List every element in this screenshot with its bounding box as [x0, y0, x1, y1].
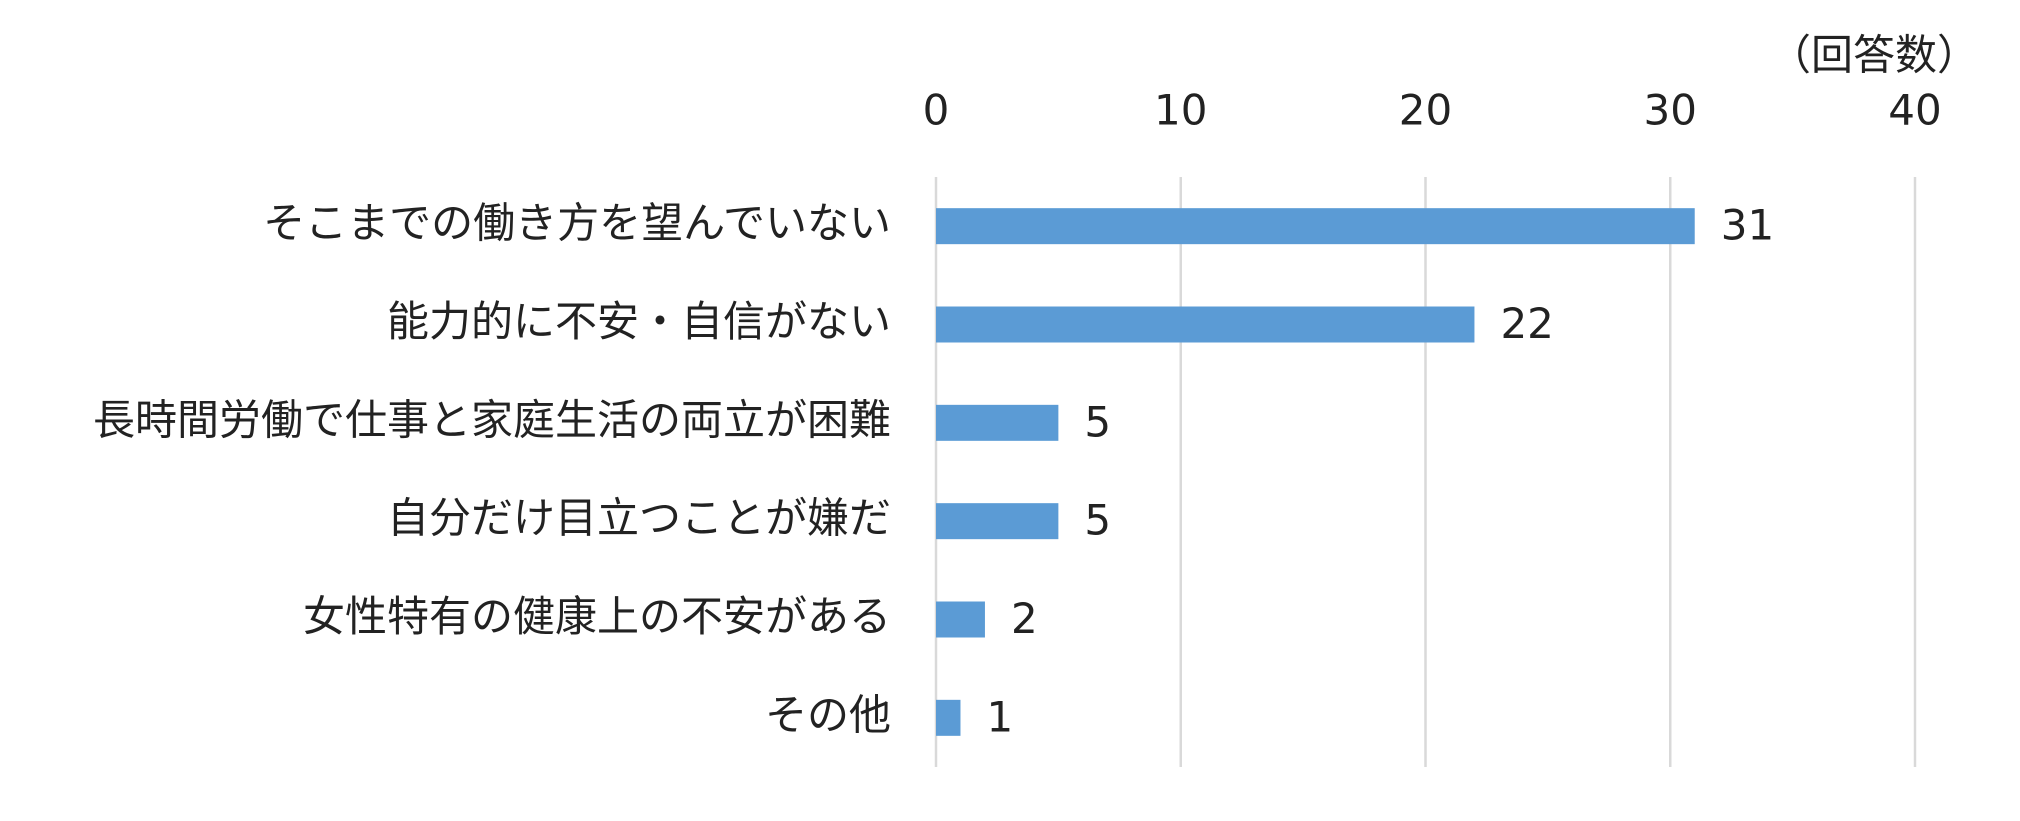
- x-tick-label: 30: [1644, 86, 1697, 135]
- bar: [936, 404, 1059, 441]
- x-tick-label: 20: [1399, 86, 1452, 135]
- bar: [936, 306, 1475, 343]
- value-label: 5: [1084, 397, 1111, 446]
- bar: [936, 601, 985, 638]
- value-label: 22: [1500, 299, 1553, 348]
- bar: [936, 699, 961, 736]
- value-label: 31: [1721, 201, 1774, 250]
- y-tick-label: その他: [765, 690, 891, 739]
- x-tick-label: 10: [1154, 86, 1207, 135]
- y-tick-label: 女性特有の健康上の不安がある: [303, 592, 891, 641]
- y-tick-label: 長時間労働で仕事と家庭生活の両立が困難: [93, 395, 891, 444]
- value-label: 5: [1084, 496, 1111, 545]
- y-tick-label: 自分だけ目立つことが嫌だ: [387, 494, 891, 543]
- x-axis-label: （回答数）: [1769, 31, 1979, 80]
- y-tick-label: 能力的に不安・自信がない: [387, 297, 891, 346]
- value-label: 2: [1011, 594, 1038, 643]
- x-tick-label: 40: [1888, 86, 1941, 135]
- y-tick-label: そこまでの働き方を望んでいない: [263, 199, 891, 248]
- bar: [936, 208, 1695, 245]
- bar: [936, 503, 1059, 540]
- x-tick-label: 0: [923, 86, 950, 135]
- value-label: 1: [986, 692, 1013, 741]
